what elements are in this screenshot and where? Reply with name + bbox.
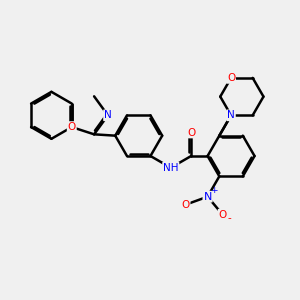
Text: O: O <box>182 200 190 210</box>
Text: -: - <box>227 213 231 223</box>
Text: O: O <box>218 210 227 220</box>
Text: N: N <box>104 110 112 120</box>
Text: +: + <box>210 186 218 195</box>
Text: O: O <box>227 73 235 83</box>
Text: NH: NH <box>163 163 178 173</box>
Text: O: O <box>187 128 195 137</box>
Text: O: O <box>68 122 76 132</box>
Text: N: N <box>227 110 235 120</box>
Text: N: N <box>203 192 212 202</box>
